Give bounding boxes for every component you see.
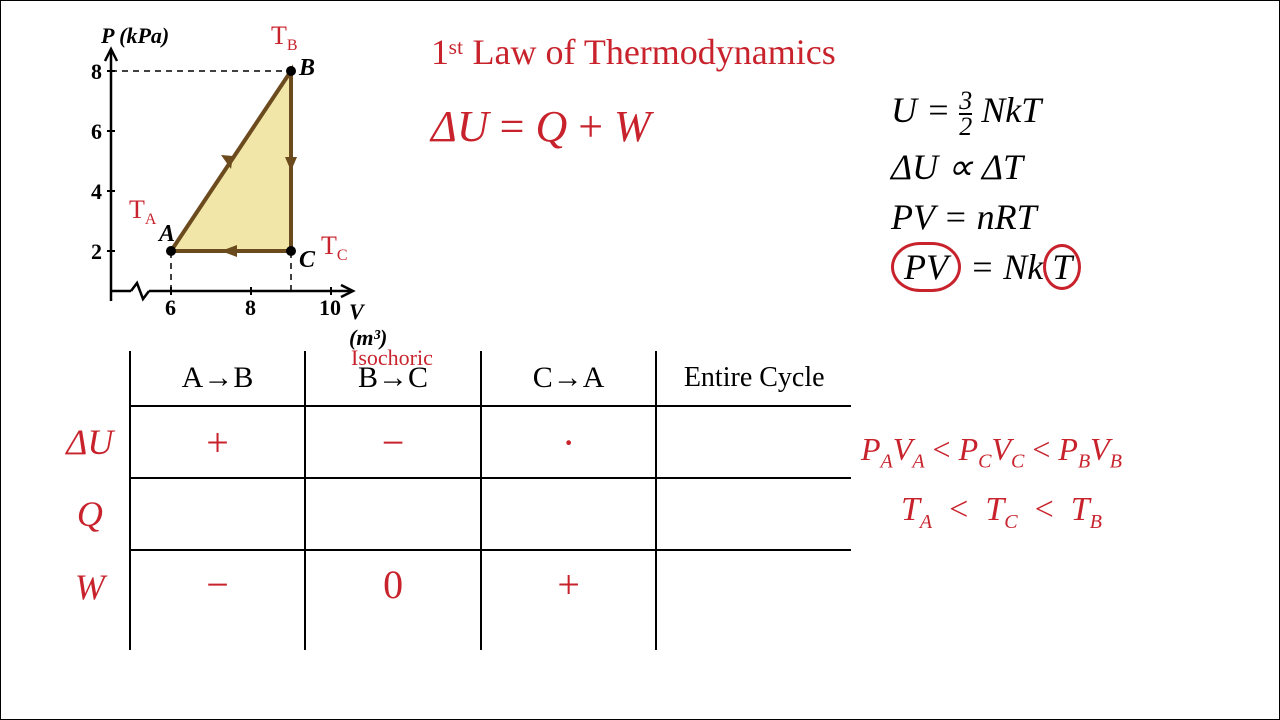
- cell-W-AB: −: [130, 550, 306, 650]
- eq-pv-nkt: PV = NkT: [891, 246, 1081, 288]
- y-axis-label: P (kPa): [101, 23, 169, 49]
- pv-chart-svg: 2 4 6 8 6 8 10 A B C: [61, 31, 371, 331]
- eq-du-dt: ΔU ∝ ΔT: [891, 146, 1081, 188]
- xtick-10: 10: [319, 295, 341, 320]
- cell-dU-AB: +: [130, 406, 306, 478]
- first-law-equation: ΔU = Q + W: [431, 101, 651, 152]
- col-CA: C→A: [481, 351, 657, 406]
- cell-dU-cycle: [656, 406, 851, 478]
- ytick-6: 6: [91, 119, 102, 144]
- point-B: B: [298, 55, 315, 81]
- cell-Q-AB: [130, 478, 306, 550]
- temp-label-A: TA: [129, 195, 156, 229]
- thermo-table: Isochoric A→B B→C C→A Entire Cycle ΔU + …: [51, 351, 851, 650]
- point-C: C: [299, 247, 316, 273]
- cell-dU-BC: −: [305, 406, 481, 478]
- right-equations: U = 32 NkT ΔU ∝ ΔT PV = nRT PV = NkT: [891, 81, 1081, 296]
- cell-W-CA: +: [481, 550, 657, 650]
- page-title: 1ˢᵗ Law of Thermodynamics: [431, 31, 836, 73]
- cell-W-BC: 0: [305, 550, 481, 650]
- ytick-4: 4: [91, 179, 102, 204]
- cell-dU-CA: ·: [481, 406, 657, 478]
- x-axis-label: V (m³): [349, 299, 387, 351]
- cell-Q-cycle: [656, 478, 851, 550]
- cell-Q-BC: [305, 478, 481, 550]
- t-inequality: TA < TC < TB: [901, 491, 1102, 534]
- xtick-8: 8: [245, 295, 256, 320]
- row-label-W: W: [51, 550, 130, 650]
- cell-W-cycle: [656, 550, 851, 650]
- pv-chart: 2 4 6 8 6 8 10 A B C P (kPa) V (m³) TA T…: [61, 31, 371, 331]
- col-cycle: Entire Cycle: [656, 351, 851, 406]
- xtick-6: 6: [165, 295, 176, 320]
- row-label-Q: Q: [51, 478, 130, 550]
- temp-label-C: TC: [321, 231, 348, 265]
- row-label-dU: ΔU: [51, 406, 130, 478]
- temp-label-B: TB: [271, 21, 298, 55]
- col-note-isochoric: Isochoric: [351, 345, 433, 371]
- pv-inequality: PAVA < PCVC < PBVB: [861, 431, 1122, 473]
- cell-Q-CA: [481, 478, 657, 550]
- eq-u-nkt: U = 32 NkT: [891, 89, 1081, 138]
- ytick-8: 8: [91, 59, 102, 84]
- eq-pv-nrt: PV = nRT: [891, 196, 1081, 238]
- col-AB: A→B: [130, 351, 306, 406]
- ytick-2: 2: [91, 239, 102, 264]
- point-A: A: [157, 221, 175, 247]
